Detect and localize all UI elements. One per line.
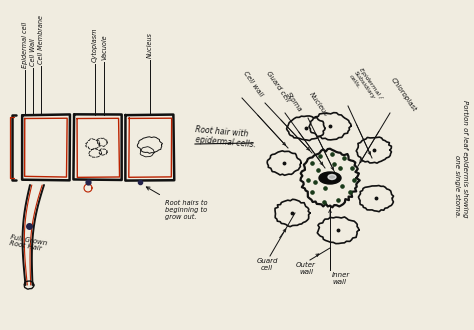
Text: Nucleus: Nucleus	[308, 92, 329, 118]
Text: Root hairs to
beginning to
grow out.: Root hairs to beginning to grow out.	[165, 200, 208, 220]
Text: Guard
cell: Guard cell	[256, 258, 278, 271]
Text: Cell Wall: Cell Wall	[30, 38, 36, 66]
Text: epidermal cells.: epidermal cells.	[195, 135, 256, 149]
Ellipse shape	[328, 175, 336, 180]
Text: Cell Membrane: Cell Membrane	[38, 15, 44, 64]
Text: Cytoplasm: Cytoplasm	[92, 27, 98, 62]
Text: Full Grown
Root Hair: Full Grown Root Hair	[9, 234, 47, 253]
Text: Epidermal /
Subsidiary
cells.: Epidermal / Subsidiary cells.	[348, 67, 383, 106]
Text: Guard cell: Guard cell	[265, 70, 291, 103]
Text: Inner
wall: Inner wall	[332, 272, 350, 285]
Text: Epidermal cell: Epidermal cell	[22, 22, 28, 68]
Ellipse shape	[319, 172, 341, 184]
Text: Root hair with: Root hair with	[195, 125, 249, 139]
Text: Cell wall: Cell wall	[242, 71, 264, 98]
Text: Stoma: Stoma	[285, 91, 303, 113]
Text: Chloroplast: Chloroplast	[390, 77, 418, 113]
Text: Outer
wall: Outer wall	[296, 262, 316, 275]
Text: Nucleus: Nucleus	[147, 32, 153, 58]
Text: Portion of leaf epidermis showing
one single stoma.: Portion of leaf epidermis showing one si…	[454, 100, 468, 217]
Text: Vacuole: Vacuole	[101, 34, 107, 60]
